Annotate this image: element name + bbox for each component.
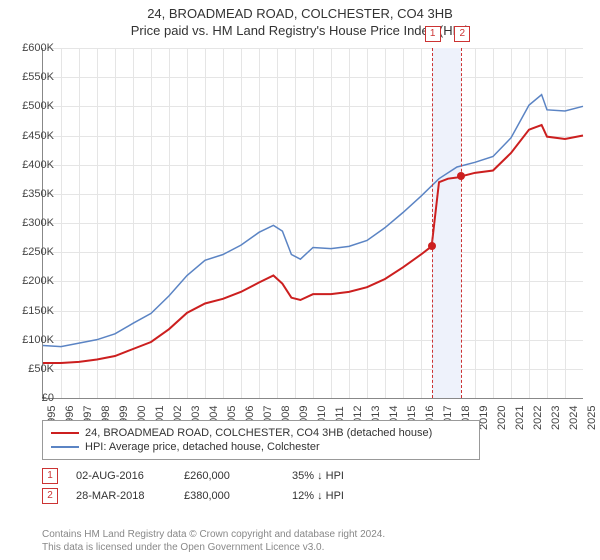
sales-table: 1 02-AUG-2016 £260,000 35% ↓ HPI 2 28-MA… <box>42 466 382 506</box>
table-row: 2 28-MAR-2018 £380,000 12% ↓ HPI <box>42 486 382 506</box>
attribution-footer: Contains HM Land Registry data © Crown c… <box>42 529 572 554</box>
sale-delta: 35% ↓ HPI <box>292 470 382 482</box>
chart-lines <box>43 48 583 398</box>
table-row: 1 02-AUG-2016 £260,000 35% ↓ HPI <box>42 466 382 486</box>
legend-swatch <box>51 446 79 448</box>
chart-legend: 24, BROADMEAD ROAD, COLCHESTER, CO4 3HB … <box>42 420 480 460</box>
legend-label: 24, BROADMEAD ROAD, COLCHESTER, CO4 3HB … <box>85 427 432 439</box>
x-axis-label: 2020 <box>496 406 508 430</box>
y-axis-label: £150K <box>14 305 54 317</box>
y-axis-label: £550K <box>14 71 54 83</box>
legend-row: 24, BROADMEAD ROAD, COLCHESTER, CO4 3HB … <box>51 427 471 439</box>
down-arrow-icon: ↓ <box>317 490 323 502</box>
sale-marker-icon: 1 <box>42 468 58 484</box>
x-axis-label: 2021 <box>514 406 526 430</box>
down-arrow-icon: ↓ <box>317 470 323 482</box>
y-axis-label: £50K <box>14 363 54 375</box>
sale-delta: 12% ↓ HPI <box>292 490 382 502</box>
sale-price: £260,000 <box>184 470 274 482</box>
legend-swatch <box>51 432 79 434</box>
series-hpi <box>43 95 583 347</box>
sale-price: £380,000 <box>184 490 274 502</box>
sale-date: 02-AUG-2016 <box>76 470 166 482</box>
y-axis-label: £250K <box>14 246 54 258</box>
sale-vline <box>461 48 462 398</box>
series-property <box>43 125 583 363</box>
legend-label: HPI: Average price, detached house, Colc… <box>85 441 320 453</box>
sale-marker-icon: 2 <box>42 488 58 504</box>
sale-vline <box>432 48 433 398</box>
y-axis-label: £350K <box>14 188 54 200</box>
chart-title-block: 24, BROADMEAD ROAD, COLCHESTER, CO4 3HB … <box>0 0 600 38</box>
x-axis-label: 2023 <box>550 406 562 430</box>
x-axis-label: 2022 <box>532 406 544 430</box>
sale-point-icon <box>457 172 465 180</box>
chart-title: 24, BROADMEAD ROAD, COLCHESTER, CO4 3HB <box>0 6 600 21</box>
y-axis-label: £300K <box>14 217 54 229</box>
y-axis-label: £400K <box>14 159 54 171</box>
chart-plot-area: 12 <box>42 48 583 399</box>
y-axis-label: £0 <box>14 392 54 404</box>
legend-row: HPI: Average price, detached house, Colc… <box>51 441 471 453</box>
y-axis-label: £450K <box>14 130 54 142</box>
y-axis-label: £500K <box>14 100 54 112</box>
y-axis-label: £100K <box>14 334 54 346</box>
x-axis-label: 2024 <box>568 406 580 430</box>
x-axis-label: 2025 <box>586 406 598 430</box>
sale-marker-icon: 2 <box>454 26 470 42</box>
sale-marker-icon: 1 <box>425 26 441 42</box>
sale-point-icon <box>428 242 436 250</box>
chart-subtitle: Price paid vs. HM Land Registry's House … <box>0 23 600 38</box>
footer-line: This data is licensed under the Open Gov… <box>42 542 572 555</box>
y-axis-label: £600K <box>14 42 54 54</box>
y-axis-label: £200K <box>14 275 54 287</box>
footer-line: Contains HM Land Registry data © Crown c… <box>42 529 572 542</box>
sale-date: 28-MAR-2018 <box>76 490 166 502</box>
